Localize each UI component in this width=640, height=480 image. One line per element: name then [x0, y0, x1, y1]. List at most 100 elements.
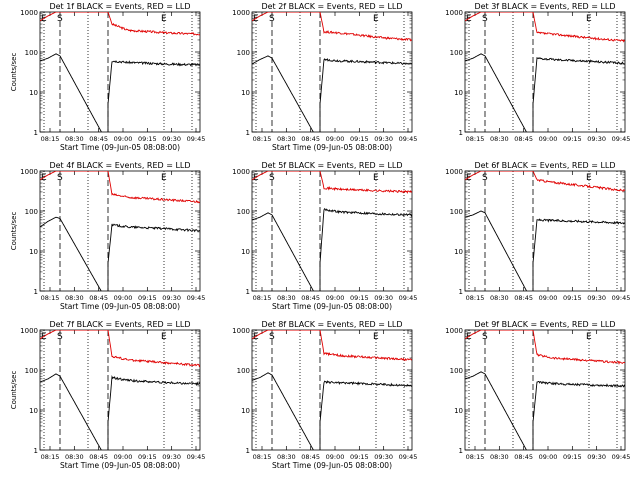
series-line-events [465, 371, 625, 450]
y-axis-label: Counts/sec [10, 212, 18, 251]
x-tick-label: 09:00 [326, 294, 345, 302]
x-tick-label: 09:45 [612, 135, 631, 143]
x-tick-label: 09:15 [563, 453, 582, 461]
x-tick-label: 09:30 [587, 294, 606, 302]
series-line-lld [465, 171, 625, 192]
x-tick-label: 08:45 [301, 135, 320, 143]
x-tick-label: 09:30 [587, 135, 606, 143]
x-tick-label: 08:30 [65, 453, 84, 461]
x-axis-label: Start Time (09-Jun-05 08:08:00) [272, 461, 392, 470]
x-tick-label: 09:45 [399, 135, 418, 143]
chart-title: Det 2f BLACK = Events, RED = LLD [261, 2, 402, 11]
x-tick-label: 08:45 [514, 453, 533, 461]
event-marker-label: E [466, 332, 472, 342]
y-tick-label: 100 [237, 208, 250, 216]
event-marker-label: S [482, 332, 488, 342]
series-line-events [465, 210, 625, 291]
y-tick-label: 1 [34, 447, 38, 455]
x-tick-label: 09:30 [162, 135, 181, 143]
x-tick-label: 08:45 [89, 453, 108, 461]
x-tick-label: 09:15 [138, 294, 157, 302]
series-line-lld [465, 12, 625, 43]
x-tick-label: 09:15 [563, 294, 582, 302]
x-tick-label: 09:15 [563, 135, 582, 143]
x-tick-label: 08:15 [253, 135, 272, 143]
chart-panel: Det 3f BLACK = Events, RED = LLD 1 10 100 10… [445, 2, 630, 143]
series-line-events [252, 207, 412, 291]
plot-frame [39, 170, 201, 292]
x-tick-label: 08:45 [514, 294, 533, 302]
x-axis-label: Start Time (09-Jun-05 08:08:00) [60, 461, 180, 470]
x-tick-label: 09:15 [350, 135, 369, 143]
x-axis-label: Start Time (09-Jun-05 08:08:00) [60, 143, 180, 152]
x-tick-label: 08:45 [514, 135, 533, 143]
chart-panel: Det 6f BLACK = Events, RED = LLD 1 10 100 10… [445, 161, 630, 302]
y-tick-label: 100 [25, 367, 38, 375]
series-line-lld [40, 330, 200, 368]
event-marker-label: E [41, 173, 47, 183]
y-tick-label: 1000 [232, 9, 250, 17]
chart-title: Det 7f BLACK = Events, RED = LLD [49, 320, 190, 329]
x-tick-label: 09:45 [612, 294, 631, 302]
x-tick-label: 09:00 [114, 294, 133, 302]
x-tick-label: 08:30 [277, 294, 296, 302]
y-tick-label: 1 [246, 129, 250, 137]
x-tick-label: 08:15 [253, 294, 272, 302]
x-tick-label: 09:45 [187, 453, 206, 461]
chart-title: Det 6f BLACK = Events, RED = LLD [474, 161, 615, 170]
event-marker-label: E [161, 14, 167, 24]
y-tick-label: 1000 [20, 327, 38, 335]
series-line-events [252, 372, 412, 450]
x-axis-label: Start Time (09-Jun-05 08:08:00) [60, 302, 180, 311]
y-tick-label: 10 [29, 407, 38, 415]
y-tick-label: 1 [34, 129, 38, 137]
event-marker-label: E [373, 332, 379, 342]
x-tick-label: 09:30 [162, 453, 181, 461]
x-tick-label: 09:00 [539, 294, 558, 302]
y-tick-label: 1 [246, 447, 250, 455]
x-tick-label: 09:30 [162, 294, 181, 302]
chart-panel: Det 8f BLACK = Events, RED = LLD 1 10 100 10… [232, 320, 417, 470]
chart-title: Det 3f BLACK = Events, RED = LLD [474, 2, 615, 11]
event-marker-label: S [482, 173, 488, 183]
x-tick-label: 09:15 [350, 453, 369, 461]
event-marker-label: E [586, 332, 592, 342]
y-tick-label: 10 [454, 89, 463, 97]
x-tick-label: 09:30 [374, 453, 393, 461]
event-marker-label: S [482, 14, 488, 24]
x-tick-label: 08:30 [490, 453, 509, 461]
x-tick-label: 09:45 [612, 453, 631, 461]
y-tick-label: 10 [454, 248, 463, 256]
series-line-lld [252, 12, 412, 42]
y-tick-label: 1000 [20, 9, 38, 17]
plot-frame [251, 329, 413, 451]
event-marker-label: E [466, 14, 472, 24]
chart-title: Det 1f BLACK = Events, RED = LLD [49, 2, 190, 11]
event-marker-label: E [373, 14, 379, 24]
event-marker-label: E [161, 173, 167, 183]
y-tick-label: 10 [29, 89, 38, 97]
y-tick-label: 1 [459, 447, 463, 455]
y-tick-label: 10 [454, 407, 463, 415]
x-tick-label: 08:30 [490, 294, 509, 302]
event-marker-label: S [269, 173, 275, 183]
plot-frame [464, 329, 626, 451]
y-tick-label: 1000 [232, 327, 250, 335]
x-tick-label: 08:30 [65, 294, 84, 302]
x-tick-label: 09:00 [326, 453, 345, 461]
y-tick-label: 1000 [232, 168, 250, 176]
x-tick-label: 09:00 [326, 135, 345, 143]
x-tick-label: 09:45 [187, 294, 206, 302]
event-marker-label: E [586, 14, 592, 24]
series-line-events [252, 55, 412, 132]
x-tick-label: 08:15 [253, 453, 272, 461]
x-tick-label: 08:15 [466, 294, 485, 302]
event-marker-label: S [269, 14, 275, 24]
series-line-events [465, 53, 625, 132]
x-tick-label: 09:15 [138, 453, 157, 461]
x-tick-label: 09:15 [350, 294, 369, 302]
y-tick-label: 1000 [445, 168, 463, 176]
y-tick-label: 100 [450, 367, 463, 375]
chart-panel: Det 9f BLACK = Events, RED = LLD 1 10 100 10… [445, 320, 630, 461]
